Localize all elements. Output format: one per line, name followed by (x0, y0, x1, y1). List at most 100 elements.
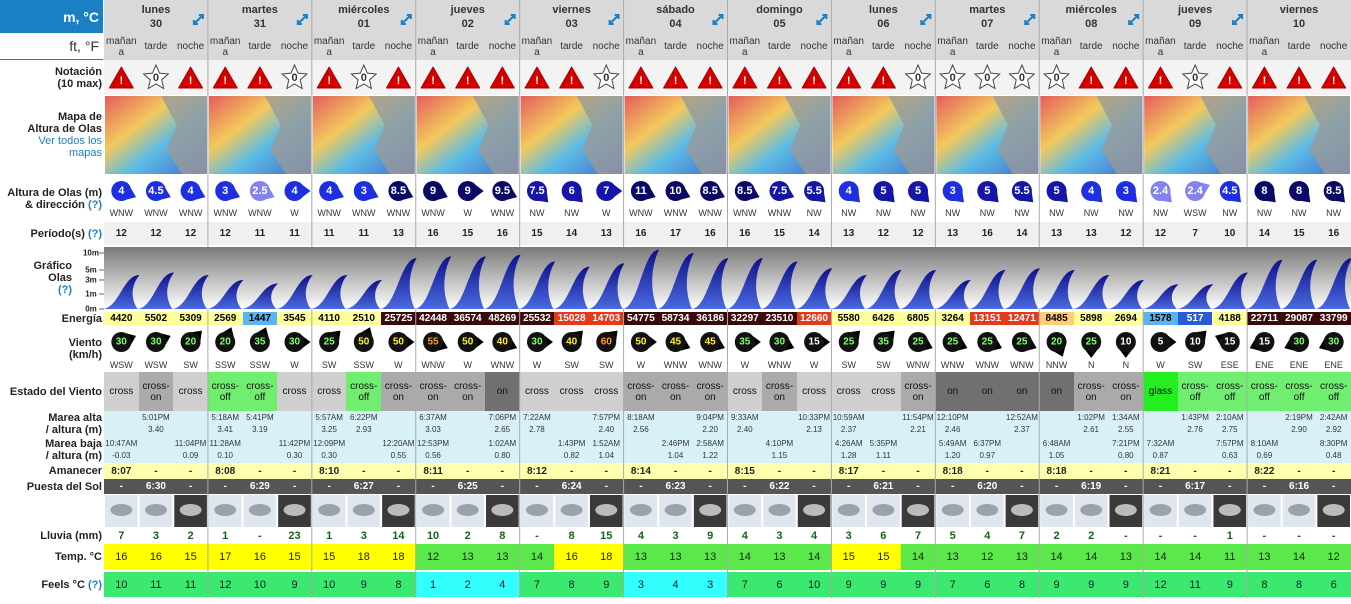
wind-state: cross-on (1073, 372, 1109, 411)
wave-shape (657, 253, 694, 309)
sunrise: - (154, 465, 158, 477)
tide-time: 1:52AM (592, 439, 621, 448)
tide-height: 2.55 (1118, 425, 1134, 434)
tide-time: 7:22AM (523, 413, 551, 422)
direction-arrow (1027, 339, 1037, 351)
help-link[interactable]: (?) (87, 198, 102, 211)
wind-circle (1046, 332, 1067, 352)
energy: 5502 (138, 312, 174, 325)
wave-height-circle (423, 181, 444, 201)
period: 13 (1051, 228, 1063, 239)
tide-time: 10:59AM (832, 413, 865, 422)
wind-direction: W (636, 360, 646, 370)
wind-speed: 25 (843, 337, 855, 348)
tide-time: 7:32AM (1146, 439, 1175, 448)
direction-arrow (1127, 192, 1138, 203)
weather-cloud (422, 504, 445, 516)
wind-circle (561, 332, 582, 352)
row-label: Altura de Olas (m) & dirección (?) (0, 175, 102, 222)
feels: 9 (831, 572, 867, 597)
help-link[interactable]: (?) (87, 227, 102, 240)
rain: 3 (672, 529, 679, 542)
wave-shape (1176, 284, 1214, 309)
period: 16 (704, 228, 716, 239)
period: 11 (358, 228, 370, 239)
feels: 6 (762, 572, 797, 597)
sunset: - (223, 481, 227, 492)
wind-circle (804, 332, 825, 352)
feels: 7 (727, 572, 763, 597)
energy: 2510 (346, 312, 382, 325)
temp: 14 (1073, 544, 1109, 570)
wave-direction: WNW (178, 208, 203, 218)
tide-time: 6:37AM (419, 413, 447, 422)
map-land (1200, 96, 1247, 174)
weather-icon-bg (1213, 495, 1247, 527)
wind-direction: SW (183, 360, 198, 370)
wave-height: 4 (846, 185, 853, 197)
weather-cloud (1184, 504, 1207, 516)
period: 12 (877, 228, 889, 239)
wind-direction: SSW (249, 360, 271, 370)
temp: 13 (1108, 544, 1144, 570)
weather-icon-bg (589, 495, 623, 527)
sunset: - (708, 481, 712, 492)
tide-height: 2.90 (1291, 425, 1307, 434)
sunrise: - (985, 465, 989, 477)
wave-height-circle (769, 181, 790, 201)
wave-direction: NW (1222, 208, 1238, 218)
label-line: Marea baja (45, 438, 102, 450)
row-label: Mapa de Altura de Olas Ver todos los mapas (0, 95, 102, 175)
weather-cloud (1218, 504, 1241, 516)
map-link[interactable]: Ver todos los (38, 135, 102, 147)
tide-time: 5:49AM (938, 439, 967, 448)
direction-arrow (1318, 339, 1329, 351)
weather-cloud (560, 504, 583, 516)
row-label: Marea baja / altura (m) (0, 437, 102, 463)
period: 16 (635, 228, 647, 239)
rain: 1 (326, 529, 333, 542)
wind-circle (977, 332, 998, 352)
tide-time: 2:46PM (661, 439, 690, 448)
wave-height-circle (388, 181, 409, 201)
unit-imperial[interactable]: ft, °F (0, 33, 103, 60)
temp: 14 (519, 544, 555, 570)
sunset: - (327, 481, 331, 492)
direction-arrow (264, 188, 275, 200)
wave-shape (276, 275, 313, 309)
direction-arrow (573, 330, 583, 341)
wave-direction: WNW (629, 208, 653, 218)
map-land (784, 96, 831, 174)
wind-circle (700, 332, 721, 352)
wind-circle (873, 332, 894, 352)
direction-arrow (302, 336, 311, 348)
row-label: Notación (10 max) (0, 60, 102, 95)
help-link[interactable]: (?) (87, 578, 102, 591)
weather-icon-bg (624, 495, 658, 527)
weather-icon-bg (486, 495, 519, 527)
period-label: noche (904, 41, 932, 52)
tide-height: 1.04 (667, 451, 684, 460)
period: 16 (1328, 228, 1340, 239)
feels: 9 (1212, 572, 1248, 597)
energy: 5580 (831, 312, 867, 325)
row-label: Período(s) (?) (0, 222, 102, 245)
weather-icon-bg (416, 495, 450, 527)
graph-tick-label: 1m (85, 290, 97, 299)
rain: 7 (1018, 529, 1025, 542)
rain: 4 (741, 529, 748, 542)
direction-arrow (607, 330, 618, 341)
label-text: / altura (m) (45, 450, 102, 462)
sunrise: 8:21 (1150, 465, 1171, 477)
wind-direction: WNW (767, 360, 792, 370)
wave-height: 10 (669, 185, 681, 197)
map-link[interactable]: mapas (68, 147, 102, 159)
weather-icon-bg (1144, 495, 1177, 527)
period: 13 (947, 228, 959, 239)
sunrise: - (362, 465, 366, 477)
help-link[interactable]: (?) (57, 284, 72, 296)
wave-shape (969, 270, 1006, 309)
temp: 15 (831, 544, 867, 570)
wave-direction: WNW (733, 208, 757, 218)
period: 10 (1224, 228, 1236, 239)
